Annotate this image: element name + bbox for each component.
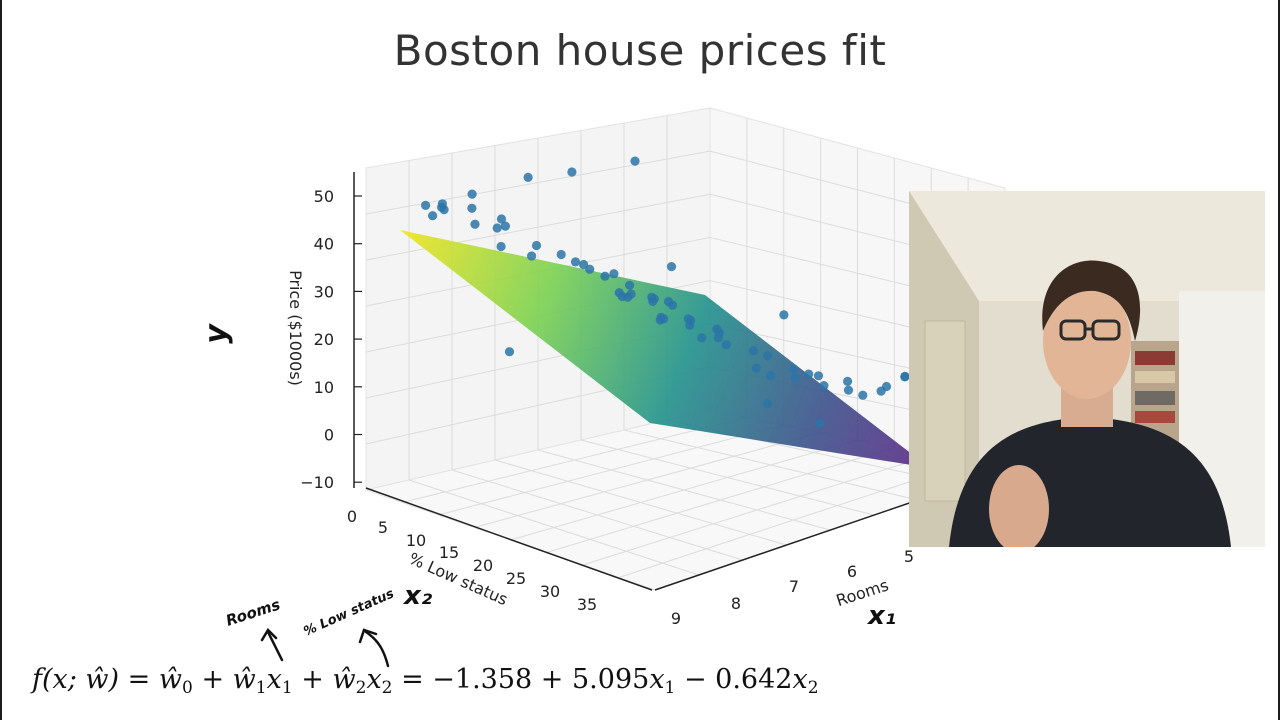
data-point <box>666 262 677 272</box>
data-point <box>609 269 619 279</box>
data-point <box>648 296 658 306</box>
x2-tick-label: 0 <box>347 507 357 526</box>
data-point <box>789 364 799 374</box>
data-point <box>630 156 640 166</box>
x1-tick-label: 9 <box>671 609 681 628</box>
data-point <box>697 333 707 343</box>
z-tick-label: 20 <box>314 330 334 349</box>
equation-w1x1: ŵ1x1 <box>232 664 293 698</box>
data-point <box>467 189 477 199</box>
data-point <box>714 328 725 338</box>
left-frame-edge <box>0 0 2 720</box>
x2-tick-label: 30 <box>540 582 560 601</box>
x1-ticks: 9 8 7 6 5 <box>671 547 914 628</box>
x2-ticks: 0 5 10 15 20 25 30 35 <box>347 507 597 614</box>
z-tick-label: 40 <box>314 235 334 254</box>
data-point <box>813 371 824 381</box>
data-point <box>567 167 577 177</box>
x1-tick-label: 5 <box>904 547 914 566</box>
rooms-arrow <box>266 630 284 662</box>
data-point <box>843 376 853 386</box>
handwritten-y-label: y <box>199 323 234 344</box>
data-point <box>762 399 772 409</box>
data-point <box>843 385 854 395</box>
data-point <box>439 205 449 215</box>
data-point <box>500 221 510 231</box>
data-point <box>790 373 800 383</box>
model-equation: f(x; ŵ) = ŵ0 + ŵ1x1 + ŵ2x2 = −1.358 + 5.… <box>32 664 819 698</box>
x2-tick-label: 20 <box>473 556 493 575</box>
data-point <box>664 297 674 307</box>
data-point <box>570 257 581 267</box>
x1-tick-label: 7 <box>789 577 799 596</box>
data-point <box>421 200 431 210</box>
data-point <box>881 381 892 392</box>
handwritten-arrows <box>260 627 390 668</box>
equation-w0: ŵ0 <box>158 664 193 698</box>
x2-axis <box>365 487 653 591</box>
data-point <box>900 371 910 381</box>
data-point <box>496 214 507 224</box>
data-point <box>600 271 610 281</box>
data-point <box>751 363 762 373</box>
data-point <box>428 211 438 221</box>
data-point <box>531 240 542 251</box>
data-point <box>804 369 814 379</box>
equation-plus-1: + <box>201 664 225 695</box>
x1-tick-label: 6 <box>847 562 857 581</box>
handwritten-low-status-note: % Low status <box>302 586 397 639</box>
handwritten-x1-label: x₁ <box>866 601 896 631</box>
z-tick-label: 30 <box>314 282 334 301</box>
data-point <box>763 351 773 361</box>
data-point <box>579 259 589 270</box>
handwritten-rooms-note: Rooms <box>224 595 283 629</box>
z-axis-label: Price ($1000s) <box>286 270 305 386</box>
data-point <box>766 370 776 381</box>
z-tick-label: 10 <box>314 378 334 397</box>
data-point <box>779 310 789 320</box>
data-point <box>623 292 633 302</box>
data-point <box>721 340 731 350</box>
data-point <box>496 241 506 252</box>
handwritten-x2-label: x₂ <box>402 581 433 611</box>
data-point <box>470 219 480 229</box>
webcam-overlay <box>909 191 1265 547</box>
x2-tick-label: 35 <box>577 595 597 614</box>
data-point <box>858 390 868 400</box>
x2-tick-label: 15 <box>439 543 459 562</box>
x2-tick-label: 25 <box>506 569 526 588</box>
data-point <box>814 418 825 428</box>
fit-plane <box>400 230 930 468</box>
data-point <box>492 223 502 233</box>
z-tick-label: 0 <box>324 426 334 445</box>
data-point <box>625 280 635 290</box>
equation-rhs: = −1.358 + 5.095x1 − 0.642x2 <box>401 664 819 698</box>
z-tick-label: −10 <box>300 473 334 492</box>
data-point <box>748 346 759 356</box>
x2-tick-label: 5 <box>378 518 388 537</box>
z-ticks: 50 40 30 20 10 0 −10 <box>300 187 362 492</box>
data-point <box>556 249 566 260</box>
data-point <box>504 347 515 357</box>
equation-lhs: f(x; ŵ) = <box>32 664 151 695</box>
right-frame-edge <box>1278 0 1280 720</box>
low-status-arrow <box>364 630 390 668</box>
equation-w2x2: ŵ2x2 <box>332 664 393 698</box>
slide-title: Boston house prices fit <box>393 26 887 75</box>
data-point <box>523 172 533 182</box>
rooms-arrowhead <box>260 627 278 642</box>
x2-tick-label: 10 <box>406 531 426 550</box>
data-point <box>685 320 695 330</box>
data-points <box>421 156 910 428</box>
data-point <box>655 315 665 325</box>
webcam-illustration <box>909 191 1265 547</box>
data-point <box>819 381 829 391</box>
data-point <box>527 251 537 261</box>
low-status-arrowhead <box>358 628 378 644</box>
z-tick-label: 50 <box>314 187 334 206</box>
x1-tick-label: 8 <box>731 594 741 613</box>
data-point <box>467 203 477 213</box>
equation-plus-2: + <box>301 664 324 695</box>
